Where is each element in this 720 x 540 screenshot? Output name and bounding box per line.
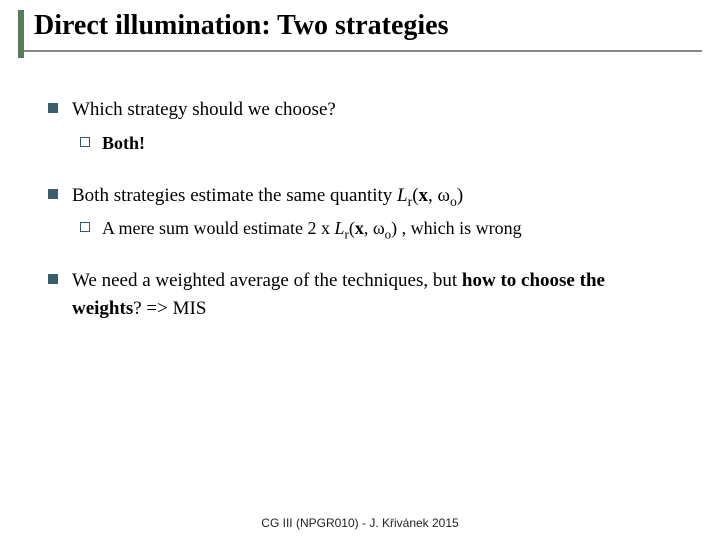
sub-list-item-text: Both! — [102, 133, 145, 153]
bullet-list: Which strategy should we choose? Both! B… — [44, 96, 676, 322]
slide-body: Which strategy should we choose? Both! B… — [0, 52, 720, 322]
slide-title: Direct illumination: Two strategies — [18, 10, 702, 42]
list-item: Both strategies estimate the same quanti… — [44, 182, 676, 242]
list-item: We need a weighted average of the techni… — [44, 267, 676, 322]
list-item-text: Both strategies estimate the same quanti… — [72, 185, 463, 206]
slide-footer: CG III (NPGR010) - J. Křivánek 2015 — [0, 516, 720, 530]
sub-list-item: A mere sum would estimate 2 x Lr(x, ωo) … — [72, 215, 676, 241]
sub-list-item: Both! — [72, 130, 676, 156]
sub-list: Both! — [72, 130, 676, 156]
title-area: Direct illumination: Two strategies — [0, 0, 720, 42]
slide: Direct illumination: Two strategies Whic… — [0, 0, 720, 540]
list-item-text: Which strategy should we choose? — [72, 99, 336, 120]
title-accent-bar — [18, 10, 24, 58]
sub-list-item-text: A mere sum would estimate 2 x Lr(x, ωo) … — [102, 218, 522, 238]
sub-list: A mere sum would estimate 2 x Lr(x, ωo) … — [72, 215, 676, 241]
list-item-text: We need a weighted average of the techni… — [72, 270, 605, 319]
list-item: Which strategy should we choose? Both! — [44, 96, 676, 156]
